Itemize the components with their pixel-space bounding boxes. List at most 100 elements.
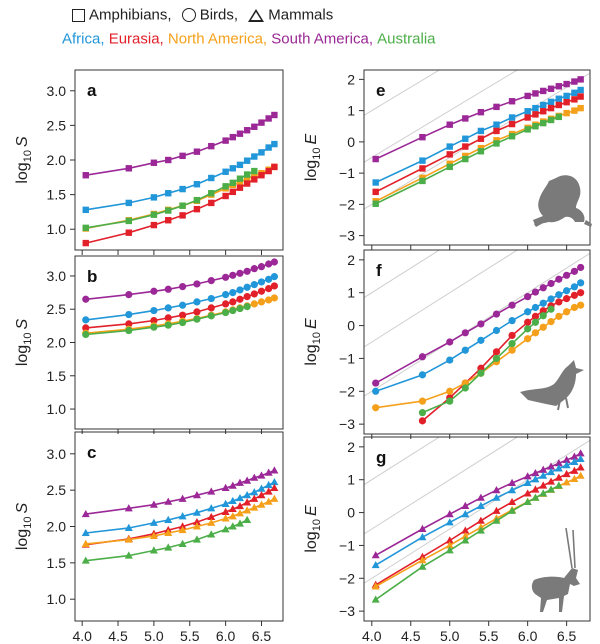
data-point: [265, 285, 273, 293]
data-point: [265, 115, 272, 122]
data-point: [570, 474, 579, 483]
data-point: [555, 83, 563, 90]
data-point: [493, 140, 500, 147]
data-point: [265, 167, 272, 175]
data-point: [531, 493, 540, 501]
data-point: [236, 184, 244, 191]
legend-taxon-amphibians: Amphibians,: [89, 6, 172, 24]
data-point: [547, 104, 555, 112]
y-axis-label: log10S: [14, 136, 34, 184]
data-point: [179, 152, 186, 160]
data-point: [265, 260, 273, 268]
data-point: [193, 280, 201, 288]
cardinal-silhouette-icon: [520, 360, 584, 411]
data-point: [418, 371, 427, 379]
data-point: [150, 306, 158, 315]
data-point: [547, 318, 555, 326]
data-point: [547, 477, 556, 485]
y-tick-label: 1.5: [47, 187, 67, 203]
data-point: [192, 522, 201, 530]
data-point: [207, 304, 215, 312]
data-point: [531, 329, 540, 337]
data-point: [193, 181, 201, 188]
data-point: [150, 323, 158, 331]
x-tick-label: 4.0: [362, 628, 382, 644]
data-point: [372, 387, 380, 395]
data-point: [547, 279, 555, 288]
x-tick-label: 6.0: [518, 628, 538, 644]
data-point: [150, 316, 158, 325]
y-tick-label: −2: [339, 570, 355, 586]
data-point: [243, 171, 251, 178]
data-point: [270, 258, 278, 266]
series-south-america: [372, 76, 584, 163]
data-point: [540, 108, 547, 115]
reference-line: [364, 252, 590, 397]
data-point: [178, 522, 187, 530]
data-point: [418, 533, 427, 541]
data-point: [492, 310, 501, 318]
data-point: [492, 493, 501, 501]
series-africa: [81, 477, 279, 537]
series-south-america: [372, 263, 585, 387]
data-point: [477, 135, 485, 142]
plot-frame: [74, 431, 284, 622]
data-point: [235, 509, 244, 517]
data-point: [250, 300, 258, 308]
data-point: [492, 486, 501, 494]
data-point: [540, 101, 547, 109]
y-tick-label: −2: [339, 383, 355, 399]
data-point: [462, 115, 469, 122]
reference-line: [364, 292, 590, 435]
data-point: [493, 127, 500, 135]
data-point: [264, 497, 273, 505]
data-point: [229, 271, 237, 279]
plot-frame: [74, 255, 284, 430]
y-tick-label: 1.0: [47, 221, 67, 237]
data-point: [577, 289, 585, 297]
data-point: [418, 397, 427, 405]
data-point: [271, 163, 278, 171]
reference-line: [364, 70, 441, 116]
data-point: [178, 539, 187, 547]
data-point: [563, 98, 570, 106]
y-tick-label: 1: [347, 103, 355, 119]
legend-region-south-america: South America,: [271, 30, 373, 48]
data-point: [477, 320, 485, 328]
legend-region-north-america: North America,: [167, 30, 268, 48]
panel-letter: c: [87, 443, 96, 462]
data-point: [165, 217, 172, 224]
x-tick-label: 5.0: [144, 628, 164, 644]
data-point: [570, 283, 579, 291]
series-africa: [372, 279, 585, 395]
data-point: [531, 468, 540, 477]
x-tick-label: 6.5: [252, 628, 272, 644]
data-point: [540, 87, 547, 95]
data-point: [446, 387, 454, 395]
series-africa: [372, 86, 584, 186]
data-point: [547, 467, 556, 476]
plot-frame: [363, 249, 591, 435]
data-point: [445, 541, 454, 549]
oryx-silhouette-icon: [531, 527, 580, 612]
data-point: [539, 312, 547, 320]
data-point: [165, 190, 172, 197]
data-point: [462, 155, 469, 163]
data-point: [243, 515, 252, 523]
legend-taxa: Amphibians, Birds, Mammals: [72, 6, 333, 24]
data-point: [563, 80, 570, 88]
data-point: [446, 121, 453, 128]
series-line: [422, 308, 552, 414]
y-tick-label: 2.0: [47, 519, 67, 535]
x-tick-label: 5.5: [479, 628, 499, 644]
data-point: [81, 528, 90, 537]
series-north-america: [81, 494, 279, 547]
data-point: [477, 369, 485, 377]
data-point: [270, 273, 278, 281]
data-point: [461, 532, 470, 540]
series-africa: [82, 140, 278, 214]
data-point: [532, 90, 539, 97]
panel-f: f 2 1 0 −1 −2 −3 log10E: [303, 249, 591, 439]
data-point: [562, 478, 571, 486]
